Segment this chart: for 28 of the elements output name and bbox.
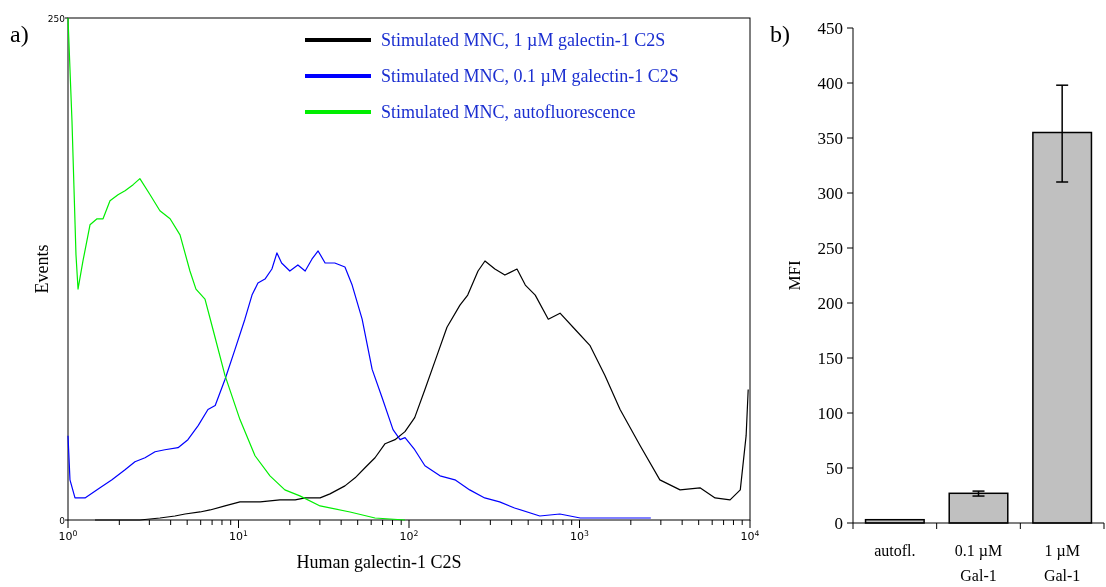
y-tick-label: 100 [817, 404, 843, 423]
chart-title: a) [10, 21, 29, 47]
y-tick-label: 450 [817, 19, 843, 38]
y-axis-title: MFI [785, 260, 804, 291]
x-tick-label: 0.1 µM Gal-1 [954, 542, 1003, 584]
y-tick-label: 400 [817, 74, 843, 93]
y-tick-label: 150 [817, 349, 843, 368]
y-tick-label: 350 [817, 129, 843, 148]
x-tick-label: 10$^{3}$ [570, 528, 590, 543]
y-tick-label: 50 [826, 459, 843, 478]
legend-label: Stimulated MNC, 0.1 µM galectin-1 C2S [381, 66, 679, 86]
y-tick-label: 0 [59, 516, 66, 526]
y-tick-label: 0 [834, 514, 843, 533]
y-tick-label: 200 [817, 294, 843, 313]
x-tick-label: 1 µM Gal-1 [1043, 542, 1081, 584]
legend-label: Stimulated MNC, 1 µM galectin-1 C2S [381, 30, 666, 50]
legend-label: Stimulated MNC, autofluorescence [381, 102, 636, 122]
y-axis-title: Events [32, 244, 52, 294]
x-tick-label: 10$^{2}$ [399, 528, 419, 543]
x-axis-title: Human galectin-1 C2S [296, 552, 462, 572]
x-tick-label: autofl. [874, 542, 916, 559]
y-tick-label: 250 [817, 239, 843, 258]
x-tick-label: 10$^{4}$ [740, 528, 760, 543]
x-tick-label: 10$^{1}$ [229, 528, 249, 543]
x-tick-label: 10$^{0}$ [58, 528, 78, 543]
y-tick-label: 300 [817, 184, 843, 203]
y-tick-label: 250 [47, 14, 66, 24]
chart-title: b) [770, 21, 790, 47]
